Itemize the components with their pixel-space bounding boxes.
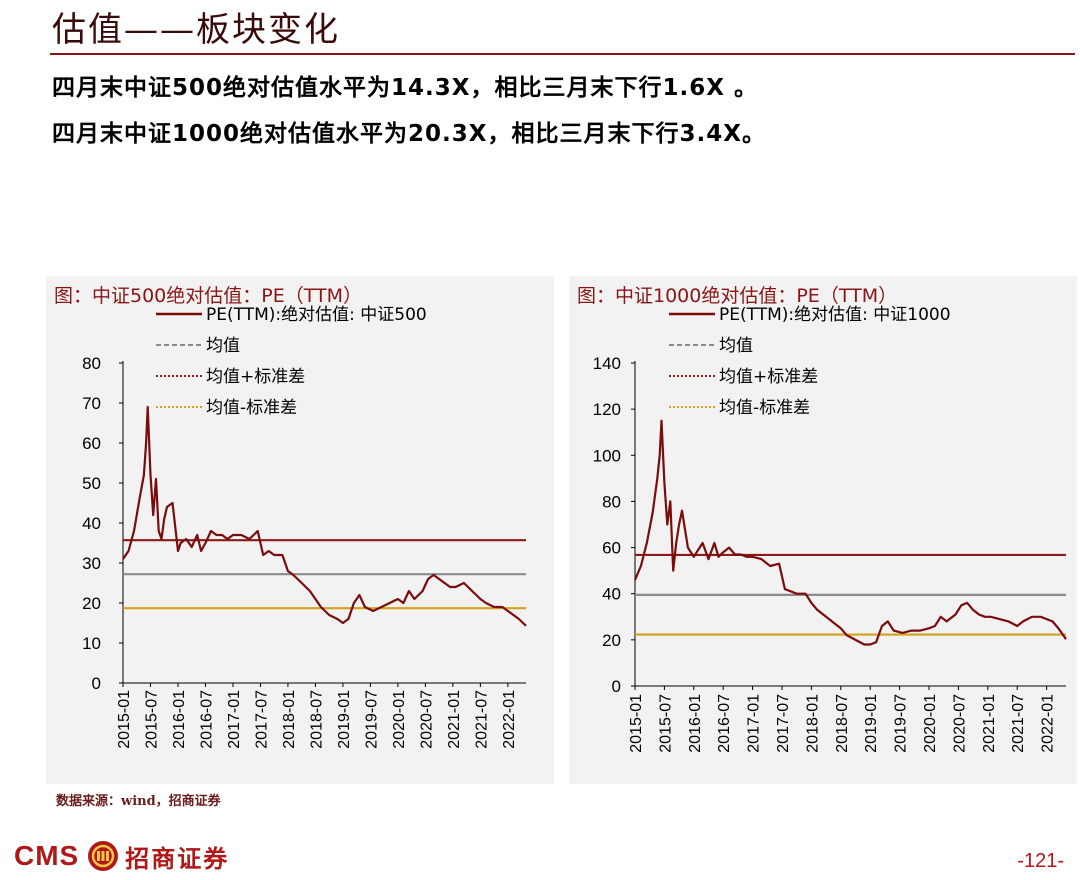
x-tick-label: 2015-01: [628, 694, 645, 753]
y-tick-label: 20: [602, 631, 621, 650]
y-tick-label: 100: [593, 446, 621, 465]
legend-label: 均值+标准差: [206, 367, 305, 387]
x-tick-label: 2020-07: [951, 694, 968, 753]
y-tick-label: 0: [612, 677, 621, 696]
page-title: 估值——板块变化: [52, 10, 340, 50]
x-tick-label: 2019-01: [863, 694, 880, 753]
chart-title: 图：中证1000绝对估值：PE（TTM）: [577, 285, 898, 307]
data-source: 数据来源：wind，招商证券: [56, 794, 221, 809]
x-tick-label: 2015-01: [116, 690, 133, 749]
x-tick-label: 2017-01: [746, 694, 763, 753]
chart-panel-zz1000: 图：中证1000绝对估值：PE（TTM） PE(TTM):绝对估值: 中证100…: [569, 276, 1077, 784]
x-tick-label: 2020-01: [922, 694, 939, 753]
y-tick-label: 30: [82, 554, 101, 573]
x-tick-label: 2020-01: [391, 690, 408, 749]
x-tick-label: 2019-01: [336, 690, 353, 749]
summary-line-zz1000: 四月末中证1000绝对估值水平为20.3X，相比三月末下行3.4X。: [52, 121, 766, 147]
legend-label: PE(TTM):绝对估值: 中证1000: [719, 305, 951, 325]
y-tick-label: 40: [82, 514, 101, 533]
x-tick-label: 2016-07: [716, 694, 733, 753]
chart-title: 图：中证500绝对估值：PE（TTM）: [54, 285, 362, 307]
x-tick-label: 2016-07: [198, 690, 215, 749]
legend-label: 均值: [719, 336, 753, 356]
y-tick-label: 80: [82, 354, 101, 373]
y-tick-label: 70: [82, 394, 101, 413]
chart-panel-zz500: 图：中证500绝对估值：PE（TTM） PE(TTM):绝对估值: 中证500 均…: [46, 276, 554, 784]
x-tick-label: 2021-01: [446, 690, 463, 749]
x-tick-label: 2021-01: [981, 694, 998, 753]
x-tick-label: 2018-07: [834, 694, 851, 753]
x-tick-label: 2019-07: [893, 694, 910, 753]
y-tick-label: 10: [82, 634, 101, 653]
pe-series-line: [633, 419, 1067, 646]
logo-text: CMS: [14, 840, 80, 871]
x-tick-label: 2017-07: [253, 690, 270, 749]
y-tick-label: 0: [92, 674, 101, 693]
x-tick-label: 2021-07: [473, 690, 490, 749]
logo-emblem-icon: [88, 841, 119, 871]
legend-label: 均值: [206, 336, 240, 356]
y-tick-label: 20: [82, 594, 101, 613]
title-divider: [50, 53, 1075, 55]
x-tick-label: 2016-01: [171, 690, 188, 749]
legend-label: PE(TTM):绝对估值: 中证500: [206, 305, 427, 325]
company-logo: CMS 招商证券: [14, 838, 229, 874]
x-tick-label: 2022-01: [501, 690, 518, 749]
legend-label: 均值-标准差: [719, 398, 810, 418]
x-tick-label: 2019-07: [363, 690, 380, 749]
logo-chinese-name: 招商证券: [125, 843, 230, 873]
x-tick-label: 2021-07: [1010, 694, 1027, 753]
legend-label: 均值-标准差: [206, 398, 297, 418]
x-tick-label: 2017-07: [775, 694, 792, 753]
summary-line-zz500: 四月末中证500绝对估值水平为14.3X，相比三月末下行1.6X 。: [52, 75, 758, 101]
y-tick-label: 60: [602, 539, 621, 558]
y-tick-label: 80: [602, 492, 621, 511]
x-tick-label: 2018-01: [804, 694, 821, 753]
x-tick-label: 2018-07: [308, 690, 325, 749]
x-tick-label: 2015-07: [657, 694, 674, 753]
y-tick-label: 50: [82, 474, 101, 493]
y-tick-label: 60: [82, 434, 101, 453]
y-tick-label: 140: [593, 354, 621, 373]
x-tick-label: 2016-01: [687, 694, 704, 753]
x-tick-label: 2020-07: [418, 690, 435, 749]
x-tick-label: 2017-01: [226, 690, 243, 749]
legend-label: 均值+标准差: [719, 367, 818, 387]
x-tick-label: 2018-01: [281, 690, 298, 749]
y-tick-label: 40: [602, 585, 621, 604]
y-tick-label: 120: [593, 400, 621, 419]
x-tick-label: 2022-01: [1040, 694, 1057, 753]
page-number: -121-: [1017, 850, 1064, 872]
pe-series-line: [122, 405, 527, 627]
x-tick-label: 2015-07: [143, 690, 160, 749]
